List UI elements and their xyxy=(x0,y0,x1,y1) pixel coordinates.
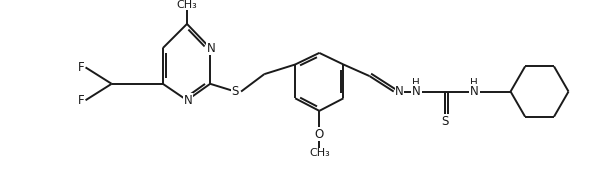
Text: H: H xyxy=(412,78,420,88)
Text: S: S xyxy=(232,85,239,98)
Text: CH₃: CH₃ xyxy=(309,148,329,158)
Text: N: N xyxy=(207,42,215,55)
Text: H: H xyxy=(470,78,478,88)
Text: F: F xyxy=(77,94,84,107)
Text: F: F xyxy=(77,61,84,74)
Text: N: N xyxy=(469,85,478,98)
Text: N: N xyxy=(395,85,404,98)
Text: S: S xyxy=(441,115,449,128)
Text: O: O xyxy=(314,127,324,141)
Text: N: N xyxy=(184,94,193,107)
Text: N: N xyxy=(412,85,420,98)
Text: CH₃: CH₃ xyxy=(176,0,197,10)
